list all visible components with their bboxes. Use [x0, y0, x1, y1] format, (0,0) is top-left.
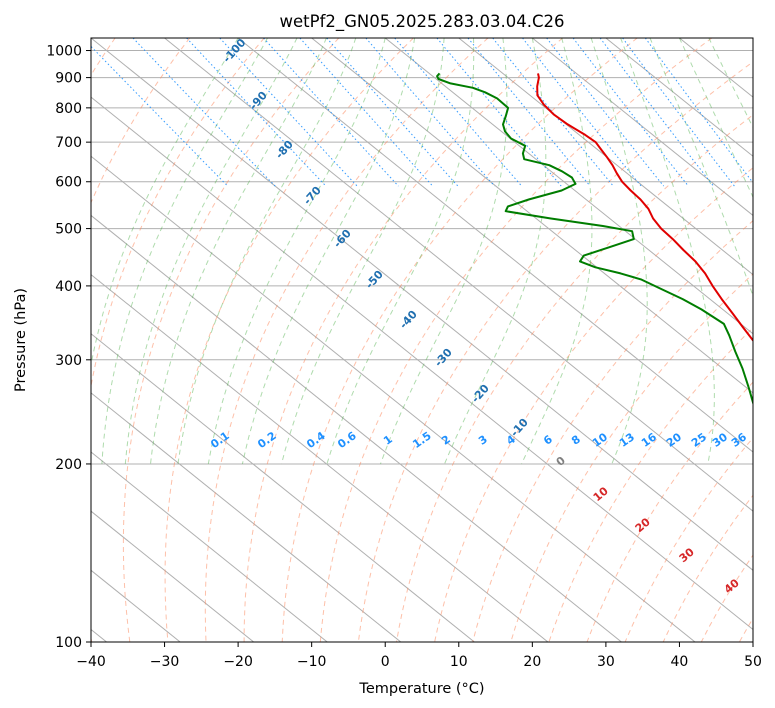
- y-tick-label: 1000: [46, 44, 82, 60]
- moist-adiabat-line: [521, 38, 593, 465]
- isotherm-line: [311, 38, 753, 394]
- x-tick-label: 40: [671, 654, 689, 670]
- isotherm-line: [605, 38, 753, 157]
- y-tick-label: 800: [55, 101, 82, 117]
- y-tick-label: 500: [55, 222, 82, 238]
- mixing-ratio-line: [299, 38, 434, 187]
- y-tick-label: 200: [55, 457, 82, 473]
- isotherm-line: [91, 333, 475, 642]
- isotherm-line: [91, 38, 753, 571]
- y-tick-label: 100: [55, 635, 82, 651]
- mixing-ratio-line: [326, 38, 459, 187]
- isotherm-line: [532, 38, 753, 217]
- mixing-ratio-line: [599, 38, 714, 187]
- moist-adiabat-line: [590, 38, 648, 465]
- isotherm-line: [458, 38, 753, 276]
- moist-adiabat-line: [620, 38, 715, 465]
- isotherm-line: [91, 451, 328, 642]
- mixing-ratio-line: [546, 38, 665, 187]
- mixing-ratio-line: [436, 38, 562, 187]
- y-axis-label: Pressure (hPa): [13, 288, 29, 392]
- mixing-ratio-line: [365, 38, 495, 187]
- moist-adiabat-line: [91, 38, 239, 368]
- dry-adiabat-line: [122, 38, 340, 642]
- y-tick-label: 300: [55, 353, 82, 369]
- dewpoint-profile-line: [436, 72, 753, 406]
- moist-adiabat-line: [678, 38, 753, 199]
- mixing-ratio-line: [572, 38, 689, 187]
- moist-adiabat-line: [649, 38, 753, 298]
- dry-adiabat-line: [472, 220, 753, 642]
- x-tick-label: 10: [450, 654, 468, 670]
- x-tick-label: 20: [523, 654, 541, 670]
- x-tick-label: −30: [150, 654, 180, 670]
- dry-adiabat-line: [91, 38, 265, 642]
- x-tick-label: −40: [76, 654, 106, 670]
- y-tick-label: 600: [55, 175, 82, 191]
- dry-adiabat-line: [164, 38, 414, 642]
- isotherm-line: [91, 155, 696, 642]
- x-axis-label: Temperature (°C): [358, 681, 484, 697]
- moist-adiabat-line: [177, 38, 357, 465]
- y-tick-label: 700: [55, 135, 82, 151]
- dry-adiabat-line: [243, 38, 563, 642]
- isotherm-line: [91, 96, 753, 631]
- x-tick-label: 30: [597, 654, 615, 670]
- mixing-ratio-line: [186, 38, 327, 187]
- x-tick-label: −10: [297, 654, 327, 670]
- isotherm-line: [91, 214, 622, 642]
- dry-adiabat-line: [281, 38, 638, 642]
- plot-area: 0.1 0.2 0.4 0.6 1 1.5 2 3 4 6 8 10 13 16 20 25 30 36-100-…: [91, 38, 753, 642]
- x-tick-label: 50: [744, 654, 762, 670]
- moist-adiabat-line: [207, 38, 386, 465]
- dry-adiabat-line: [586, 381, 753, 642]
- moist-adiabat-line: [380, 38, 508, 465]
- isotherm-line: [164, 38, 753, 512]
- mixing-ratio-line: [622, 38, 735, 187]
- isotherm-line: [91, 392, 402, 642]
- isotherm-line: [91, 273, 549, 642]
- moist-adiabat-line: [124, 38, 298, 465]
- mixing-ratio-line: [91, 45, 229, 187]
- dry-adiabat-line: [434, 167, 753, 642]
- x-tick-label: 0: [381, 654, 390, 670]
- dry-adiabat-line: [91, 38, 191, 204]
- moist-adiabat-line: [326, 38, 475, 465]
- x-tick-label: −20: [223, 654, 253, 670]
- dry-adiabat-line: [319, 38, 713, 642]
- chart-title: wetPf2_GN05.2025.283.03.04.C26: [280, 12, 565, 32]
- moist-adiabat-line: [281, 38, 445, 465]
- y-tick-label: 900: [55, 71, 82, 87]
- dry-adiabat-line: [204, 38, 489, 642]
- dry-adiabat-line: [548, 326, 753, 642]
- y-tick-label: 400: [55, 279, 82, 295]
- mixing-ratio-line: [394, 38, 523, 187]
- temperature-profile-line: [536, 73, 753, 342]
- axes: −40 −30 −20 −10 0 10 20 30 40 50 100 200 300 400 500 60…: [46, 44, 762, 670]
- dry-adiabat-line: [357, 61, 753, 642]
- moist-adiabat-line: [101, 38, 268, 465]
- isotherm-line: [237, 38, 753, 453]
- isotherm-line: [91, 510, 255, 642]
- mixing-ratio-line: [263, 38, 399, 187]
- mixing-ratio-line: [219, 38, 358, 187]
- moist-adiabat-line: [241, 38, 416, 465]
- plot-frame: [90, 37, 754, 643]
- dry-adiabat-line: [396, 114, 753, 642]
